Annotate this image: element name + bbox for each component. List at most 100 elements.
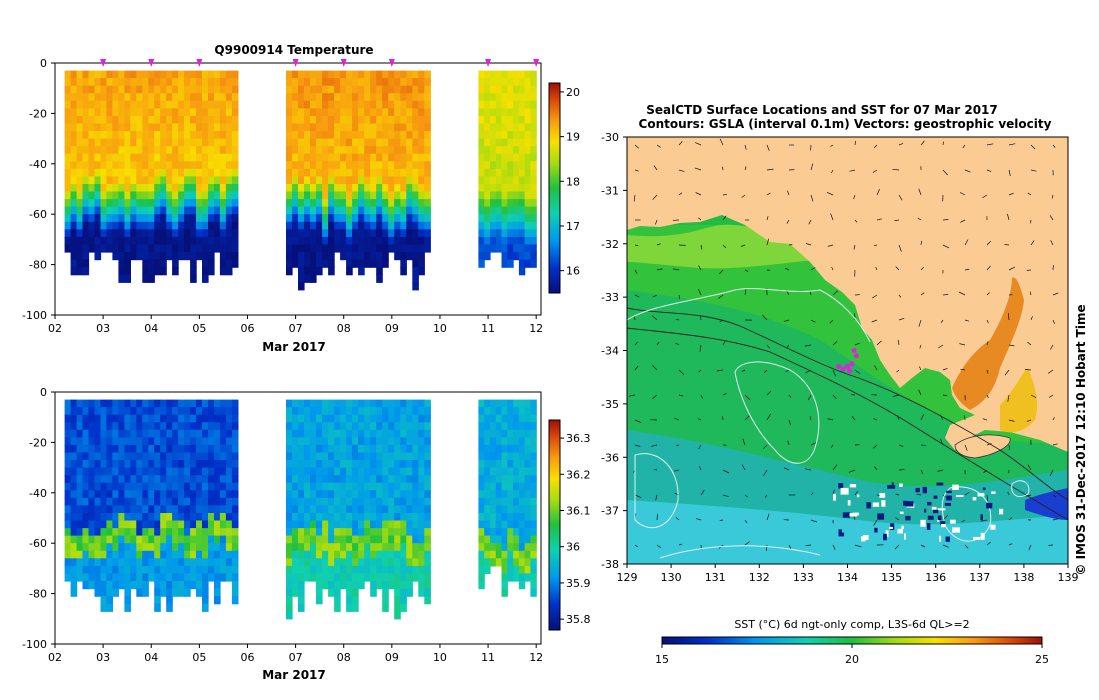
section-cell (106, 244, 113, 253)
section-cell (136, 199, 143, 208)
section-cell (184, 429, 191, 438)
section-cell (231, 85, 239, 94)
section-cell (376, 214, 383, 223)
section-cell (106, 528, 113, 537)
section-cell (406, 70, 413, 79)
section-cell (100, 596, 108, 605)
section-cell (358, 475, 365, 484)
section-cell (490, 482, 497, 491)
section-cell (154, 123, 161, 132)
section-cell (424, 138, 431, 147)
section-cell (418, 452, 425, 461)
section-cell (190, 93, 197, 102)
section-cell (136, 108, 143, 117)
section-cell (118, 123, 125, 132)
section-cell (513, 573, 520, 582)
section-cell (225, 108, 233, 117)
section-cell (495, 161, 503, 170)
section-cell (352, 429, 359, 438)
section-cell (490, 161, 497, 170)
section-cell (124, 70, 131, 79)
section-cell (196, 206, 203, 215)
section-cell (310, 123, 317, 132)
section-cell (178, 422, 185, 431)
section-cell (501, 176, 508, 185)
section-cell (418, 482, 425, 491)
section-cell (64, 131, 72, 140)
section-cell (124, 460, 131, 469)
velocity-vector (1047, 369, 1054, 374)
section-cell (352, 588, 359, 597)
section-cell (524, 535, 531, 544)
section-cell (166, 535, 173, 544)
section-cell (388, 214, 395, 223)
section-cell (424, 437, 431, 446)
section-cell (310, 573, 317, 582)
section-cell (298, 274, 305, 283)
section-cell (136, 482, 143, 491)
section-cell (64, 543, 72, 552)
section-cell (507, 206, 514, 215)
section-cell (196, 138, 203, 147)
section-cell (478, 399, 485, 408)
section-cell (178, 581, 185, 590)
section-cell (346, 407, 353, 416)
section-cell (370, 191, 377, 200)
section-cell (334, 168, 341, 177)
velocity-vector (1048, 394, 1054, 398)
section-cell (507, 100, 514, 109)
section-cell (112, 153, 119, 162)
section-cell (112, 70, 119, 79)
section-cell (166, 444, 173, 454)
section-cell (172, 100, 179, 109)
velocity-vector (1007, 313, 1010, 321)
section-cell (196, 565, 203, 575)
section-cell (424, 123, 431, 132)
velocity-vector (722, 340, 726, 346)
section-cell (322, 528, 329, 537)
section-cell (292, 146, 299, 155)
section-cell (231, 259, 239, 268)
section-cell (202, 199, 209, 208)
section-cell (94, 550, 102, 559)
section-cell (225, 161, 233, 170)
section-cell (202, 414, 209, 423)
section-cell (286, 603, 293, 612)
section-cell (358, 161, 365, 170)
section-cell (196, 414, 203, 423)
section-cell (298, 460, 305, 469)
section-cell (478, 467, 485, 476)
section-cell (160, 535, 167, 544)
section-cell (322, 422, 329, 431)
section-cell (507, 168, 514, 177)
section-cell (478, 437, 485, 446)
section-cell (298, 206, 305, 215)
section-cell (208, 161, 215, 170)
section-cell (364, 573, 371, 582)
section-cell (382, 93, 389, 102)
section-cell (382, 236, 389, 246)
section-cell (478, 475, 485, 484)
cloud-pixel (940, 521, 946, 526)
section-cell (507, 520, 514, 529)
section-cell (160, 452, 167, 461)
section-cell (190, 85, 197, 94)
section-cell (406, 100, 413, 109)
section-cell (370, 452, 377, 461)
section-cell (376, 176, 383, 185)
section-cell (382, 475, 389, 484)
section-cell (364, 115, 371, 125)
section-cell (76, 236, 84, 246)
section-cell (424, 490, 431, 499)
velocity-vector (805, 544, 812, 546)
section-cell (530, 221, 537, 230)
section-cell (524, 221, 531, 230)
section-cell (106, 191, 113, 200)
section-cell (64, 115, 72, 125)
section-cell (82, 550, 90, 559)
section-cell (154, 131, 161, 140)
cloud-pixel (926, 523, 931, 530)
section-cell (507, 407, 514, 416)
section-cell (370, 161, 377, 170)
section-cell (490, 191, 497, 200)
